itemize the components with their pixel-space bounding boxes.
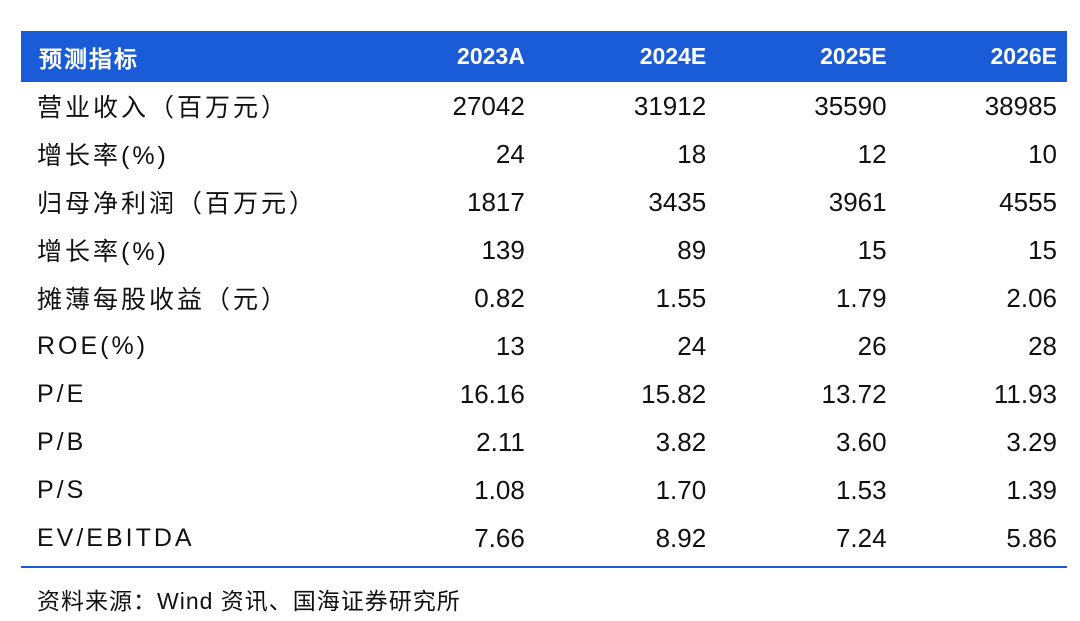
row-value: 38985 <box>984 90 1057 121</box>
row-label: P/E <box>37 379 87 408</box>
forecast-table-container: 预测指标 2023A 2024E 2025E 2026E 营业收入（百万元） 27… <box>21 31 1067 616</box>
row-label: P/S <box>37 475 87 504</box>
row-value: 24 <box>495 138 525 169</box>
row-value: 0.82 <box>474 282 525 313</box>
table-bottom-rule <box>21 566 1067 568</box>
row-label: 归母净利润（百万元） <box>37 190 318 218</box>
row-value: 28 <box>1028 330 1057 361</box>
row-value: 11.93 <box>993 378 1057 409</box>
row-value: 24 <box>677 330 707 361</box>
row-value: 27042 <box>452 90 525 121</box>
table-row: P/S 1.08 1.70 1.53 1.39 <box>21 466 1067 514</box>
row-value: 15 <box>1028 234 1057 265</box>
row-value: 2.11 <box>476 426 525 457</box>
row-value: 5.86 <box>1006 522 1057 553</box>
table-row: 增长率(%) 24 18 12 10 <box>21 130 1067 178</box>
table-row: 营业收入（百万元） 27042 31912 35590 38985 <box>21 82 1067 130</box>
row-value: 89 <box>677 234 707 265</box>
row-value: 1.08 <box>474 474 525 505</box>
row-label: 增长率(%) <box>37 238 169 266</box>
row-value: 3.29 <box>1006 426 1057 457</box>
table-row: 增长率(%) 139 89 15 15 <box>21 226 1067 274</box>
row-value: 31912 <box>633 90 707 121</box>
row-value: 4555 <box>999 186 1057 217</box>
row-value: 3435 <box>648 186 707 217</box>
table-body: 营业收入（百万元） 27042 31912 35590 38985 增长率(%) 24 18 1… <box>21 82 1067 562</box>
row-value: 1817 <box>466 186 525 217</box>
table-header-row: 预测指标 2023A 2024E 2025E 2026E <box>21 31 1067 82</box>
forecast-table: 预测指标 2023A 2024E 2025E 2026E 营业收入（百万元） 27… <box>21 31 1067 562</box>
row-value: 7.24 <box>835 522 887 553</box>
row-value: 13.72 <box>821 378 887 409</box>
source-note: 资料来源：Wind 资讯、国海证券研究所 <box>37 588 461 614</box>
row-value: 1.79 <box>835 282 887 313</box>
table-row: P/B 2.11 3.82 3.60 3.29 <box>21 418 1067 466</box>
row-value: 2.06 <box>1006 282 1057 313</box>
row-label: 摊薄每股收益（元） <box>37 286 290 314</box>
row-label: ROE(%) <box>37 331 149 360</box>
row-label: 增长率(%) <box>37 142 169 170</box>
table-row: EV/EBITDA 7.66 8.92 7.24 5.86 <box>21 514 1067 562</box>
row-value: 8.92 <box>655 522 707 553</box>
row-value: 26 <box>857 330 887 361</box>
row-value: 16.16 <box>459 378 525 409</box>
row-label: 营业收入（百万元） <box>37 94 290 122</box>
row-value: 139 <box>481 234 525 265</box>
row-value: 3961 <box>828 186 887 217</box>
row-value: 18 <box>677 138 707 169</box>
table-row: P/E 16.16 15.82 13.72 11.93 <box>21 370 1067 418</box>
row-label: P/B <box>37 427 87 456</box>
header-2024e: 2024E <box>639 43 707 69</box>
header-2025e: 2025E <box>820 43 887 69</box>
header-2023a: 2023A <box>457 43 525 69</box>
table-row: 归母净利润（百万元） 1817 3435 3961 4555 <box>21 178 1067 226</box>
row-value: 3.60 <box>835 426 887 457</box>
header-2026e: 2026E <box>990 43 1057 69</box>
row-label: EV/EBITDA <box>37 523 195 552</box>
row-value: 15.82 <box>641 378 707 409</box>
row-value: 3.82 <box>655 426 707 457</box>
row-value: 15 <box>857 234 887 265</box>
row-value: 1.70 <box>655 474 707 505</box>
row-value: 7.66 <box>474 522 525 553</box>
row-value: 12 <box>857 138 887 169</box>
row-value: 13 <box>495 330 525 361</box>
row-value: 1.39 <box>1006 474 1057 505</box>
table-row: ROE(%) 13 24 26 28 <box>21 322 1067 370</box>
row-value: 10 <box>1028 138 1057 169</box>
table-row: 摊薄每股收益（元） 0.82 1.55 1.79 2.06 <box>21 274 1067 322</box>
header-indicator: 预测指标 <box>39 45 139 72</box>
row-value: 1.55 <box>655 282 707 313</box>
row-value: 35590 <box>814 90 887 121</box>
row-value: 1.53 <box>835 474 887 505</box>
